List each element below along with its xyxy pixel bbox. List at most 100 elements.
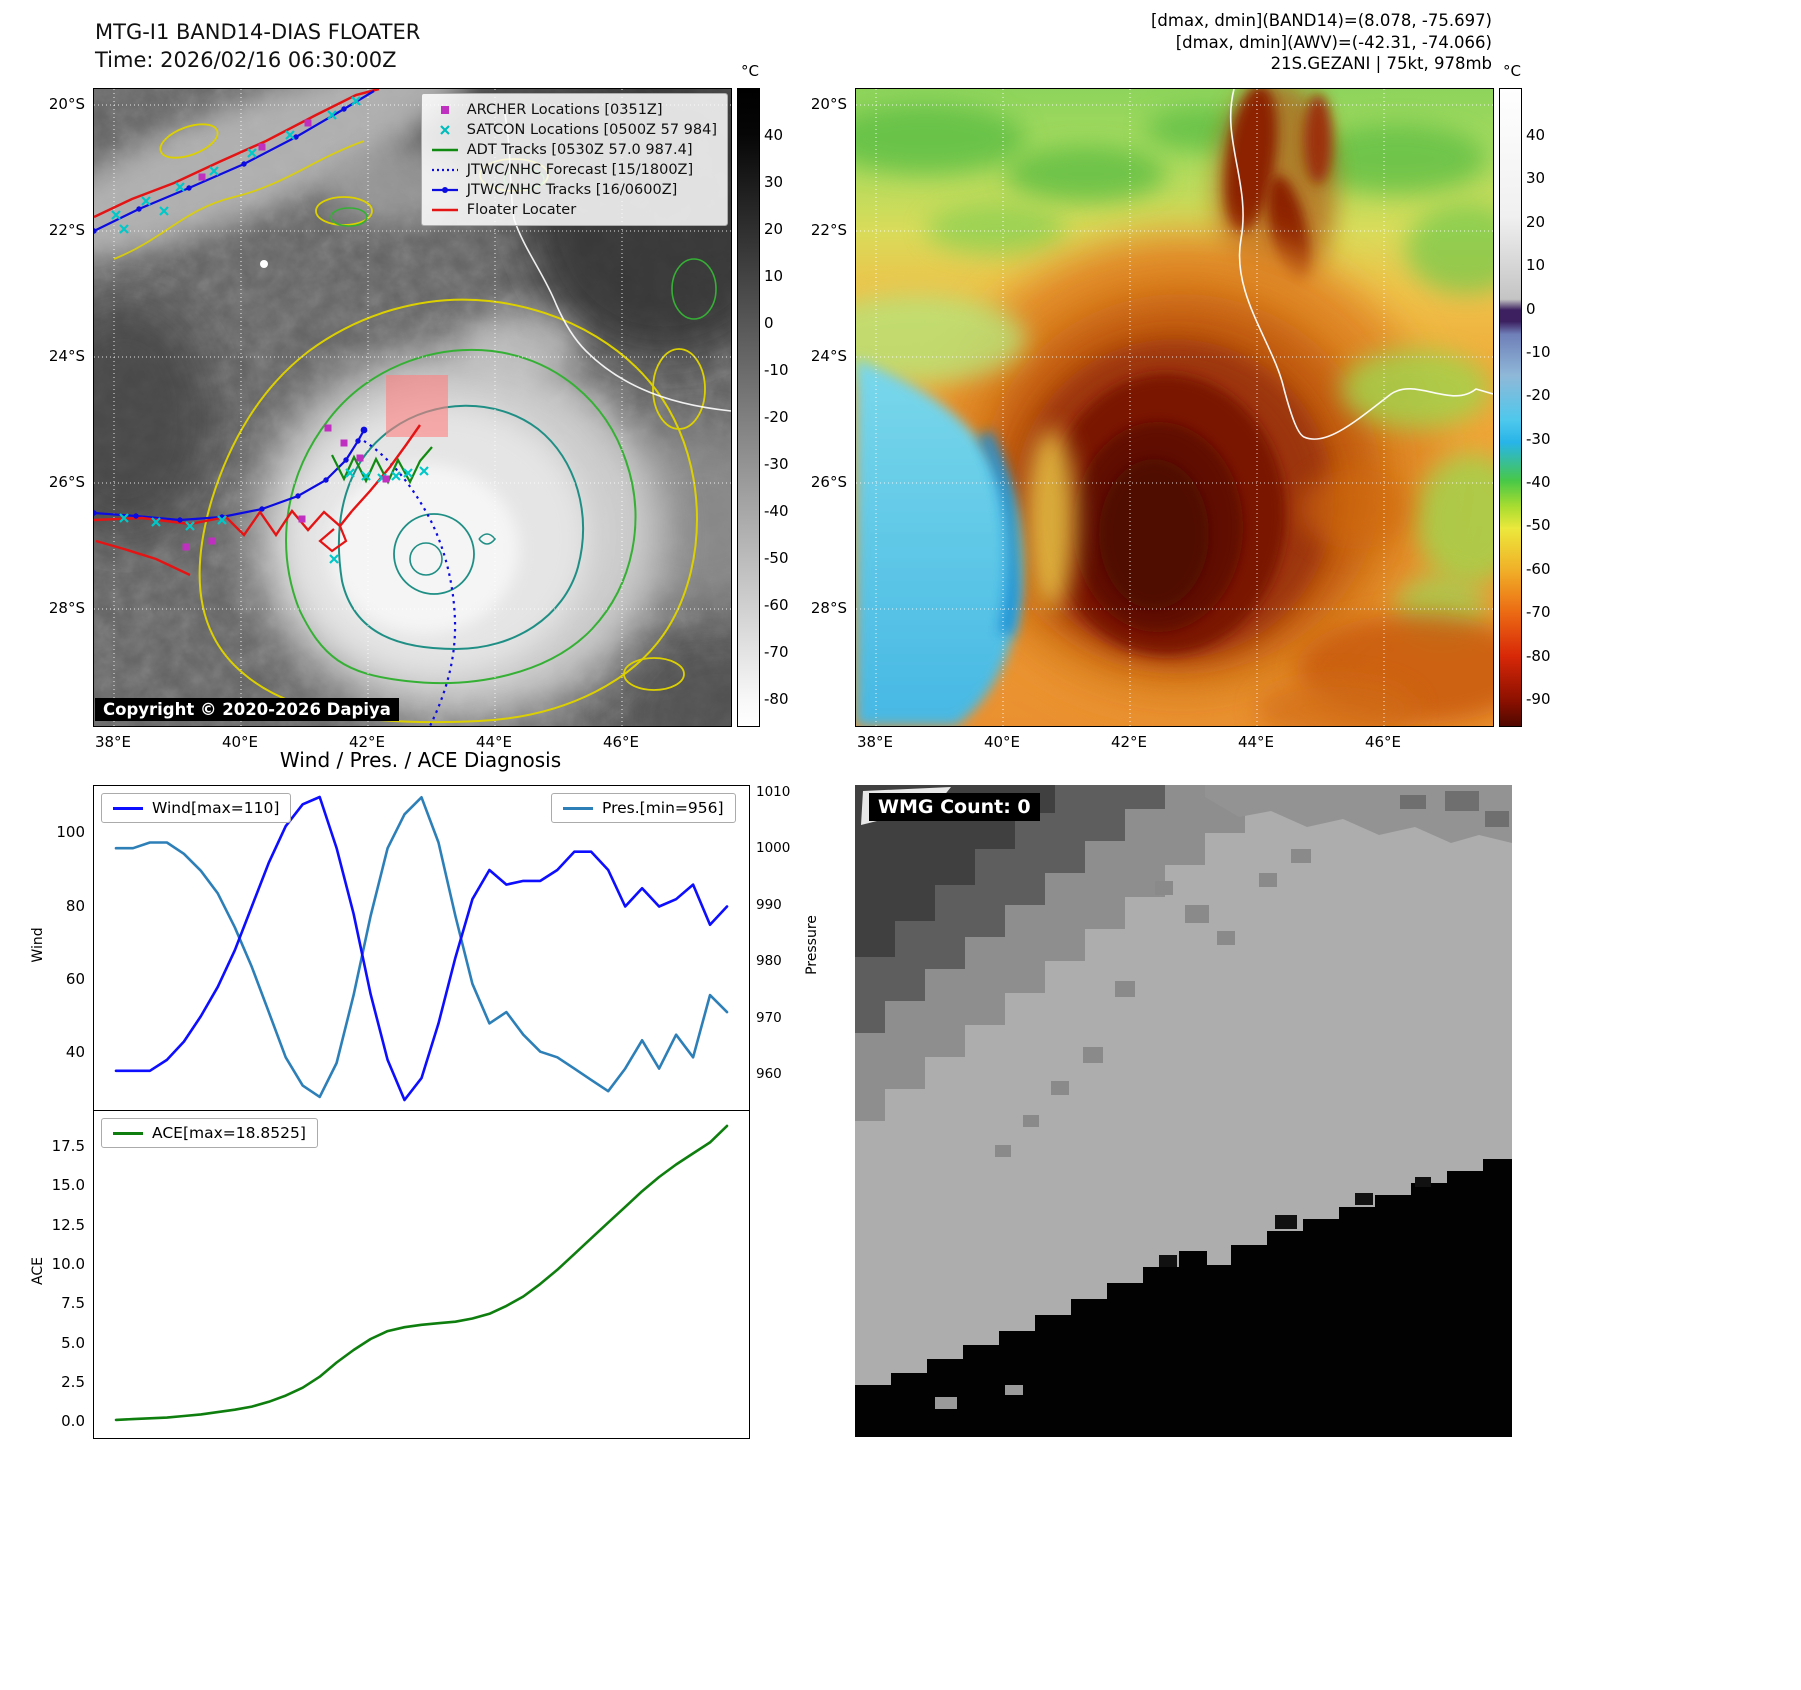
awv-y-tick: 24°S xyxy=(810,347,847,365)
awv-x-tick: 44°E xyxy=(1237,733,1275,751)
band14-x-tick: 42°E xyxy=(348,733,386,751)
band14-colorbar xyxy=(737,88,760,727)
wind-pressure-chart xyxy=(93,785,750,1112)
pressure-axis-tick: 960 xyxy=(756,1066,782,1083)
band14-colorbar-tick: -40 xyxy=(764,502,789,520)
band14-y-tick: 26°S xyxy=(48,473,85,491)
pressure-axis-tick: 1010 xyxy=(756,783,791,800)
awv-colorbar-unit: °C xyxy=(1503,62,1521,80)
awv-satellite-image xyxy=(856,89,1493,726)
wmg-map-panel: WMG Count: 0 xyxy=(855,785,1512,1437)
awv-colorbar-tick: -60 xyxy=(1526,559,1551,578)
band14-colorbar-tick: 30 xyxy=(764,173,784,191)
legend-label: ADT Tracks [0530Z 57.0 987.4] xyxy=(466,141,693,158)
legend-label: JTWC/NHC Tracks [16/0600Z] xyxy=(466,181,678,198)
track-line-icon xyxy=(430,203,460,217)
coastline xyxy=(1229,89,1493,440)
storm-id-annotation: 21S.GEZANI | 75kt, 978mb xyxy=(1270,54,1492,73)
band14-colorbar-tick: 40 xyxy=(764,126,784,144)
band14-y-tick: 20°S xyxy=(48,95,85,113)
legend-label: ARCHER Locations [0351Z] xyxy=(466,101,663,118)
wind-legend-swatch xyxy=(113,806,143,810)
track-dot-line-icon xyxy=(430,183,460,197)
ace-axis-tick: 7.5 xyxy=(61,1294,85,1313)
awv-colorbar-tick: -10 xyxy=(1526,342,1551,361)
band14-colorbar-tick: -10 xyxy=(764,361,789,379)
legend-item: JTWC/NHC Tracks [16/0600Z] xyxy=(430,180,717,199)
map-legend: ARCHER Locations [0351Z] SATCON Locations… xyxy=(420,93,728,226)
band14-colorbar-tick: 0 xyxy=(764,314,774,332)
wind-legend: Wind[max=110] xyxy=(101,793,292,823)
floater-target-box xyxy=(386,375,448,437)
band14-title: MTG-I1 BAND14-DIAS FLOATER xyxy=(95,20,421,44)
pressure-axis-tick: 970 xyxy=(756,1009,782,1026)
ace-legend-swatch xyxy=(113,1131,143,1135)
awv-colorbar-tick: -20 xyxy=(1526,386,1551,405)
ace-axis-tick: 2.5 xyxy=(61,1372,85,1391)
pressure-legend-swatch xyxy=(563,806,593,810)
wind-axis-tick: 40 xyxy=(65,1042,85,1061)
awv-colorbar-tick: -40 xyxy=(1526,473,1551,492)
awv-x-tick: 42°E xyxy=(1110,733,1148,751)
legend-item: Floater Locater xyxy=(430,200,717,219)
awv-colorbar-tick: 0 xyxy=(1526,299,1536,318)
band14-colorbar-tick: -80 xyxy=(764,690,789,708)
legend-label: Floater Locater xyxy=(466,201,577,218)
wind-axis-label: Wind xyxy=(30,927,46,963)
ace-axis-tick: 5.0 xyxy=(61,1333,85,1352)
archer-markers xyxy=(182,119,390,551)
forecast-line-icon xyxy=(430,163,460,177)
figure-title-block: MTG-I1 BAND14-DIAS FLOATER Time: 2026/02… xyxy=(95,18,420,74)
wmg-count-label: WMG Count: 0 xyxy=(869,793,1040,821)
band14-colorbar-tick: -20 xyxy=(764,408,789,426)
awv-y-tick: 28°S xyxy=(810,599,847,617)
band14-x-tick: 40°E xyxy=(221,733,259,751)
temperature-contours xyxy=(113,123,717,724)
awv-x-tick: 46°E xyxy=(1364,733,1402,751)
archer-marker-icon xyxy=(430,103,460,117)
ace-axis-tick: 0.0 xyxy=(61,1412,85,1431)
track-line-icon xyxy=(430,143,460,157)
legend-item: ADT Tracks [0530Z 57.0 987.4] xyxy=(430,140,717,159)
awv-map-panel xyxy=(855,88,1494,727)
awv-y-tick: 20°S xyxy=(810,95,847,113)
cloud-field xyxy=(94,89,731,726)
awv-colorbar-tick: -50 xyxy=(1526,516,1551,535)
ace-axis-label: ACE xyxy=(30,1257,46,1285)
band14-colorbar-tick: -50 xyxy=(764,549,789,567)
legend-item: JTWC/NHC Forecast [15/1800Z] xyxy=(430,160,717,179)
legend-item: SATCON Locations [0500Z 57 984] xyxy=(430,120,717,139)
band14-colorbar-tick: -60 xyxy=(764,596,789,614)
wmg-black-region xyxy=(855,1159,1512,1437)
wind-pressure-plot-area xyxy=(114,795,729,1102)
pressure-legend-label: Pres.[min=956] xyxy=(602,799,724,817)
pressure-legend: Pres.[min=956] xyxy=(551,793,736,823)
awv-colorbar-tick: -70 xyxy=(1526,603,1551,622)
band14-y-tick: 24°S xyxy=(48,347,85,365)
pressure-axis-tick: 1000 xyxy=(756,840,791,857)
band14-colorbar-tick: -70 xyxy=(764,643,789,661)
legend-item: ARCHER Locations [0351Z] xyxy=(430,100,717,119)
ace-plot-area xyxy=(114,1124,729,1422)
annotation-block: [dmax, dmin](BAND14)=(8.078, -75.697) [d… xyxy=(900,10,1492,75)
legend-label: SATCON Locations [0500Z 57 984] xyxy=(466,121,717,138)
awv-cloud-field xyxy=(856,89,1493,726)
awv-colorbar-tick: -30 xyxy=(1526,429,1551,448)
awv-x-tick: 38°E xyxy=(856,733,894,751)
wind-axis-tick: 80 xyxy=(65,896,85,915)
ace-axis-tick: 17.5 xyxy=(51,1137,85,1156)
band14-colorbar-tick: -30 xyxy=(764,455,789,473)
awv-colorbar-tick: 10 xyxy=(1526,256,1546,275)
jtwc-track-points xyxy=(94,106,368,523)
pressure-axis-label: Pressure xyxy=(804,915,820,975)
pressure-axis-tick: 980 xyxy=(756,953,782,970)
awv-colorbar-tick: 30 xyxy=(1526,169,1546,188)
awv-y-tick: 26°S xyxy=(810,473,847,491)
awv-colorbar-tick: 20 xyxy=(1526,212,1546,231)
ace-axis-tick: 12.5 xyxy=(51,1215,85,1234)
pressure-axis-tick: 990 xyxy=(756,896,782,913)
legend-label: JTWC/NHC Forecast [15/1800Z] xyxy=(466,161,694,178)
wind-axis-tick: 60 xyxy=(65,969,85,988)
band14-colorbar-unit: °C xyxy=(741,62,759,80)
